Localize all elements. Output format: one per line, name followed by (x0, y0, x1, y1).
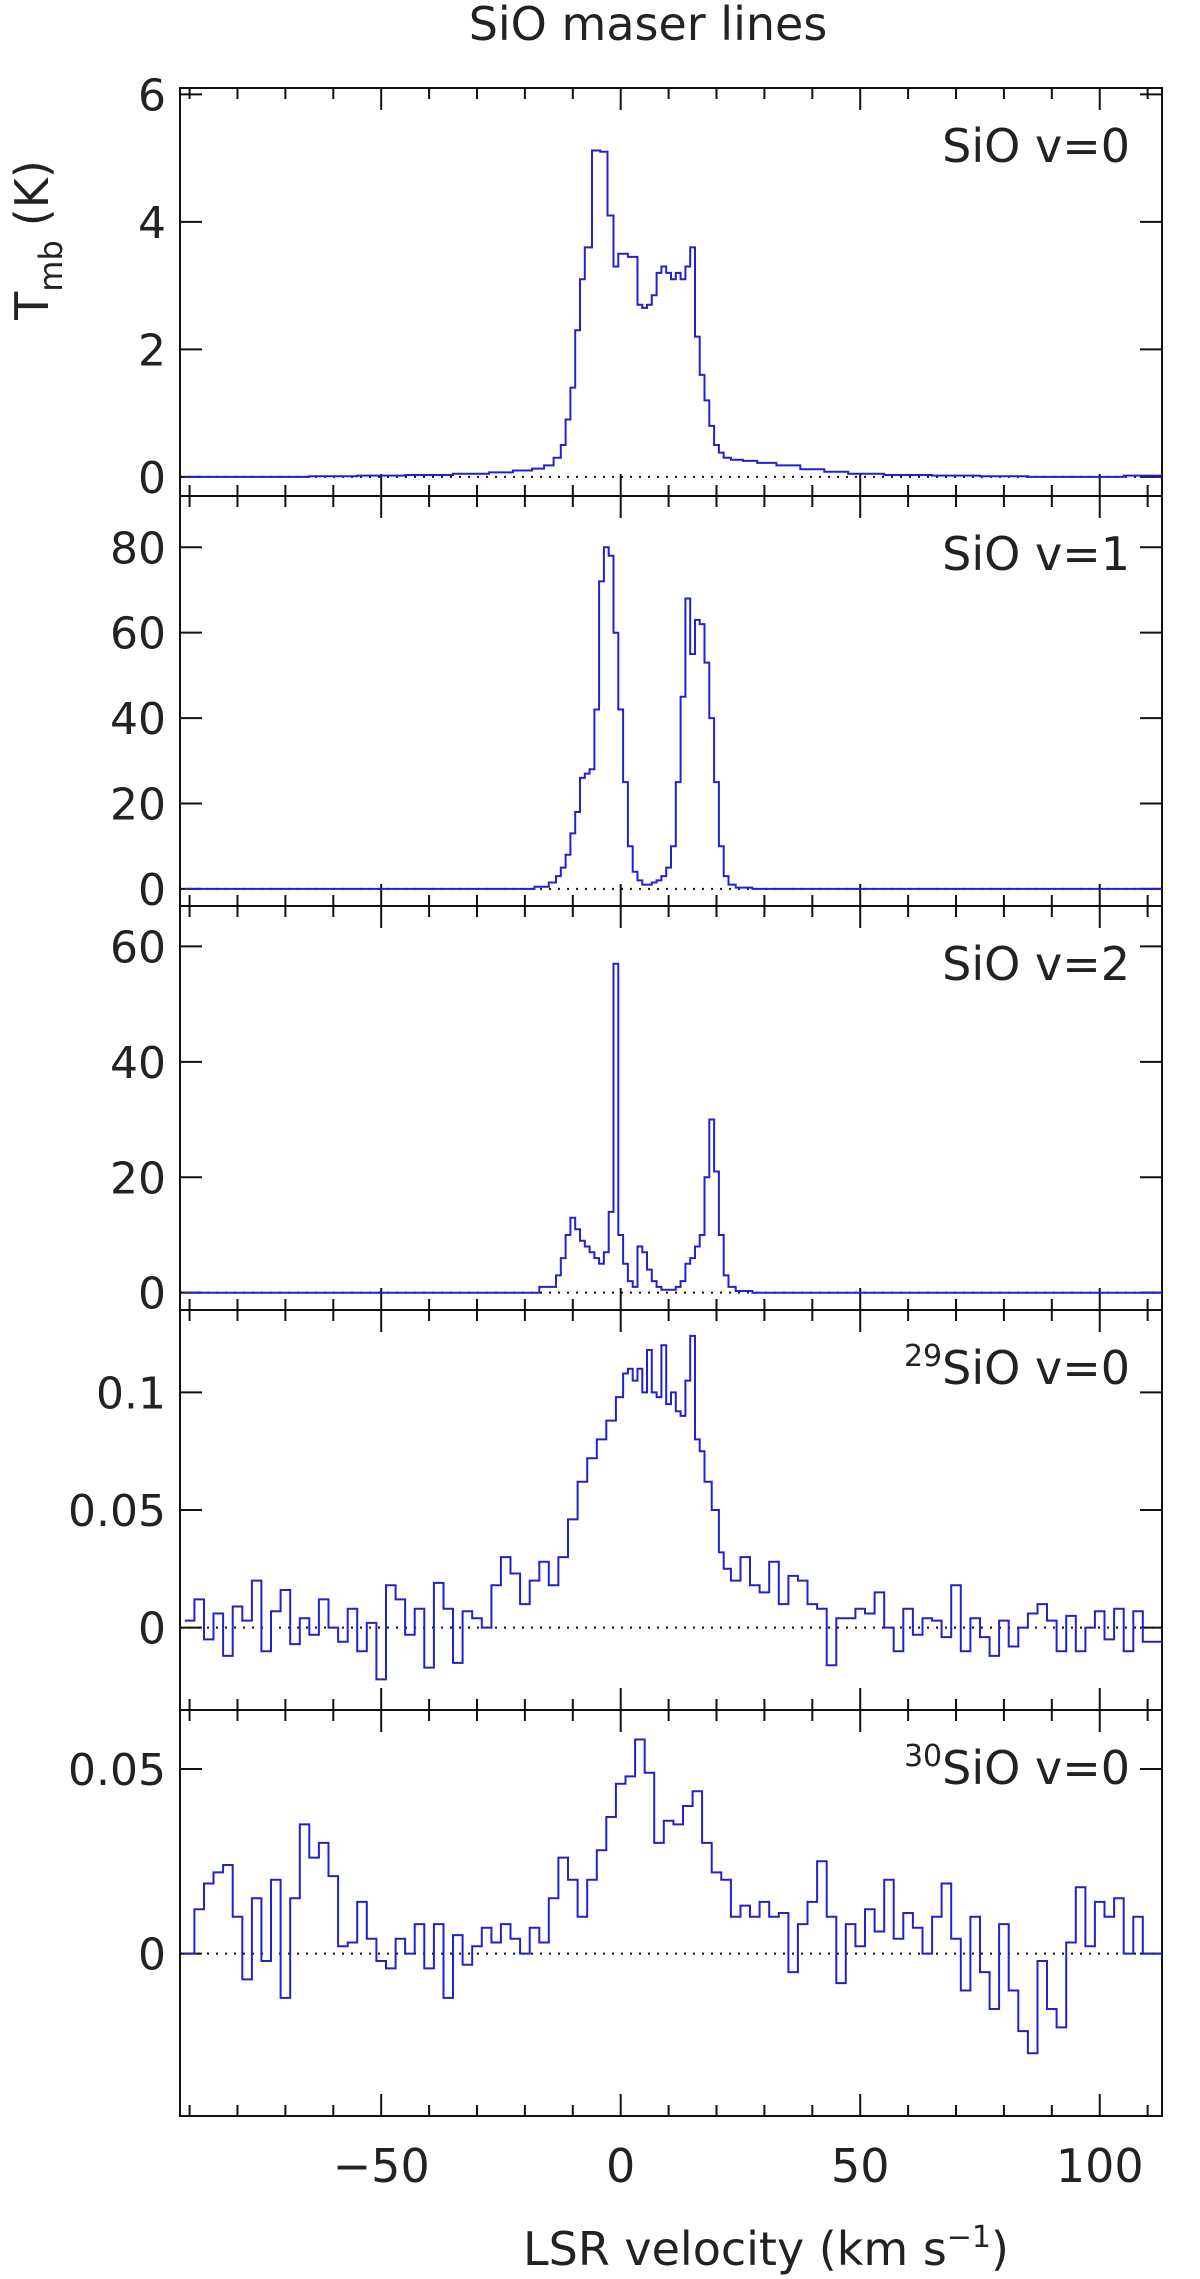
y-tick-label: 20 (110, 1153, 166, 1204)
line-label: SiO v=1 (942, 527, 1130, 581)
spectrum-trace (184, 1738, 1162, 2055)
y-tick-label: 0.05 (68, 1745, 166, 1796)
x-tick-label: 100 (1056, 2139, 1144, 2193)
line-label: 29SiO v=0 (904, 1339, 1130, 1395)
x-tick-label: −50 (333, 2139, 430, 2193)
y-tick-label: 0 (138, 1604, 166, 1655)
y-axis-label: Tmb (K) (5, 160, 70, 321)
panel-3: 0 20 40 60 SiO v=2 (110, 905, 1163, 1320)
spectrum-trace (184, 149, 1162, 478)
x-tick-label: 50 (831, 2139, 890, 2193)
isotope-superscript: 29 (904, 1339, 942, 1374)
y-axis-label-sub: mb (32, 240, 70, 291)
panel-4: 0 0.05 0.1 29SiO v=0 (68, 1309, 1163, 1711)
line-label-text: SiO v=0 (942, 1341, 1130, 1395)
y-tick-label: 80 (110, 523, 166, 574)
y-tick-label: 20 (110, 780, 166, 831)
y-tick-label: 60 (110, 609, 166, 660)
y-tick-label: 40 (110, 694, 166, 745)
x-axis-label-sup: −1 (947, 2220, 991, 2255)
y-tick-label: 0.05 (68, 1486, 166, 1537)
isotope-superscript: 30 (904, 1739, 942, 1774)
panel-2: 0 20 40 60 80 SiO v=1 (110, 495, 1163, 916)
panels: 0 2 4 6 SiO v=0 0 20 40 60 80 SiO v=1 0 20 40 60 SiO v=… (68, 70, 1163, 2193)
figure-title: SiO maser lines (469, 0, 828, 51)
line-label: SiO v=0 (942, 119, 1130, 173)
y-tick-label: 6 (138, 70, 166, 121)
y-axis-label-unit: (K) (5, 160, 59, 226)
y-axis-label-main: T (5, 291, 59, 321)
y-tick-label: 0 (138, 1269, 166, 1320)
panel-frame (179, 1709, 1163, 2117)
y-tick-label: 0 (138, 1930, 166, 1981)
y-tick-label: 4 (138, 198, 166, 249)
y-tick-label: 0 (138, 865, 166, 916)
x-tick-label: 0 (606, 2139, 635, 2193)
y-tick-label: 2 (138, 325, 166, 376)
spectrum-trace (184, 962, 1162, 1294)
panel-1: 0 2 4 6 SiO v=0 (138, 70, 1163, 504)
line-label-text: SiO v=0 (942, 1741, 1130, 1795)
y-tick-label: 0 (138, 453, 166, 504)
x-axis-label-main: LSR velocity (km s (523, 2222, 947, 2276)
panel-5: 0 0.05 30SiO v=0 −50 0 50 100 (68, 1709, 1163, 2193)
y-tick-label: 40 (110, 1038, 166, 1089)
x-axis-label-close: ) (991, 2222, 1009, 2276)
line-label: 30SiO v=0 (904, 1739, 1130, 1795)
spectrum-trace (184, 1334, 1162, 1681)
line-label: SiO v=2 (942, 937, 1130, 991)
y-tick-label: 60 (110, 922, 166, 973)
x-axis-label: LSR velocity (km s−1) (523, 2220, 1009, 2276)
y-tick-label: 0.1 (96, 1368, 166, 1419)
spectrum-trace (184, 546, 1162, 890)
